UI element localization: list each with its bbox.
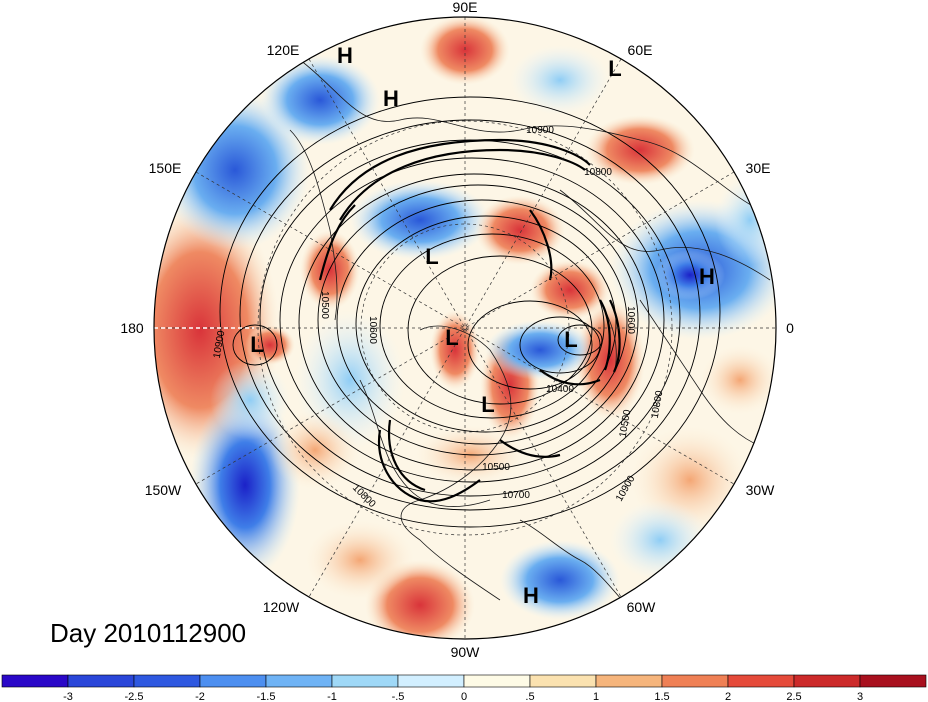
contour-label: 10900 bbox=[526, 125, 554, 136]
colorbar-swatch bbox=[67, 674, 135, 688]
high-pressure-marker: H bbox=[699, 264, 715, 289]
colorbar-tick-label: 3 bbox=[857, 691, 863, 702]
contour-label: 10600 bbox=[367, 316, 378, 344]
lon-label-60e: 60E bbox=[628, 42, 653, 58]
low-pressure-marker: L bbox=[608, 56, 621, 81]
high-pressure-marker: H bbox=[383, 86, 399, 111]
coastlines bbox=[289, 59, 771, 621]
polar-stereographic-map: 90E 60E 30E 0 30W 60W 90W 120W 150W 180 … bbox=[120, 0, 794, 660]
contour-label: 10900 bbox=[212, 329, 228, 359]
map-boundary bbox=[153, 16, 777, 640]
contour-label: 10500 bbox=[618, 408, 634, 438]
lon-label-90e: 90E bbox=[453, 0, 478, 15]
lon-label-180: 180 bbox=[120, 320, 144, 336]
colorbar-swatch bbox=[265, 674, 333, 688]
lon-label-120w: 120W bbox=[263, 599, 300, 615]
contour-label: 10800 bbox=[650, 389, 666, 419]
longitude-labels: 90E 60E 30E 0 30W 60W 90W 120W 150W 180 … bbox=[120, 0, 794, 660]
colorbar-swatch bbox=[397, 674, 465, 688]
lon-label-30e: 30E bbox=[746, 160, 771, 176]
colorbar-tick-label: 1.5 bbox=[654, 691, 669, 702]
colorbar-swatch bbox=[199, 674, 267, 688]
colorbar-swatch bbox=[727, 674, 795, 688]
colorbar-tick-label: -2 bbox=[195, 691, 205, 702]
colorbar-swatch bbox=[331, 674, 399, 688]
graticule bbox=[154, 17, 776, 639]
low-pressure-marker: L bbox=[564, 327, 577, 352]
lon-label-150e: 150E bbox=[149, 160, 182, 176]
high-pressure-marker: H bbox=[523, 583, 539, 608]
colorbar-swatch bbox=[1, 674, 69, 688]
pressure-system-markers: H H L L H L L L L H bbox=[250, 43, 715, 608]
contour-label: 10500 bbox=[319, 291, 330, 319]
high-pressure-marker: H bbox=[337, 43, 353, 68]
height-contours bbox=[219, 96, 721, 528]
colorbar-swatch bbox=[595, 674, 663, 688]
colorbar: -3 -2.5 -2 -1.5 -1 -.5 0 .5 1 1.5 2 2.5 3 bbox=[1, 674, 927, 702]
colorbar-tick-label: 1 bbox=[593, 691, 599, 702]
colorbar-tick-label: -1.5 bbox=[257, 691, 276, 702]
jet-contours bbox=[318, 138, 621, 503]
colorbar-tick-label: 0 bbox=[461, 691, 467, 702]
low-pressure-marker: L bbox=[425, 244, 438, 269]
colorbar-tick-label: 2.5 bbox=[786, 691, 801, 702]
colorbar-tick-label: .5 bbox=[525, 691, 534, 702]
low-pressure-marker: L bbox=[250, 332, 263, 357]
lon-label-30w: 30W bbox=[746, 482, 776, 498]
colorbar-tick-label: -1 bbox=[327, 691, 337, 702]
colorbar-swatch bbox=[859, 674, 927, 688]
low-pressure-marker: L bbox=[481, 392, 494, 417]
colorbar-swatch bbox=[793, 674, 861, 688]
contour-labels: 10900 10800 10600 10500 10900 10400 1050… bbox=[212, 125, 666, 510]
colorbar-swatch bbox=[661, 674, 729, 688]
colorbar-boxes bbox=[1, 674, 927, 688]
low-pressure-marker: L bbox=[445, 325, 458, 350]
colorbar-swatch bbox=[133, 674, 201, 688]
lon-label-60w: 60W bbox=[627, 599, 657, 615]
colorbar-swatch bbox=[529, 674, 597, 688]
lon-label-150w: 150W bbox=[145, 482, 182, 498]
colorbar-labels: -3 -2.5 -2 -1.5 -1 -.5 0 .5 1 1.5 2 2.5 3 bbox=[63, 691, 863, 702]
plot-title: Day 2010112900 bbox=[50, 618, 247, 648]
lon-label-90w: 90W bbox=[451, 644, 481, 660]
colorbar-tick-label: -.5 bbox=[392, 691, 405, 702]
colorbar-tick-label: -2.5 bbox=[125, 691, 144, 702]
lon-label-120e: 120E bbox=[267, 42, 300, 58]
colorbar-tick-label: 2 bbox=[725, 691, 731, 702]
colorbar-tick-label: -3 bbox=[63, 691, 73, 702]
contour-label: 10800 bbox=[584, 167, 612, 178]
contour-label: 10500 bbox=[482, 462, 510, 473]
colorbar-swatch bbox=[463, 674, 531, 688]
contour-label: 10700 bbox=[502, 490, 530, 501]
lon-label-0: 0 bbox=[786, 320, 794, 336]
contour-label: 10600 bbox=[625, 306, 636, 334]
contour-label: 10400 bbox=[546, 384, 574, 395]
